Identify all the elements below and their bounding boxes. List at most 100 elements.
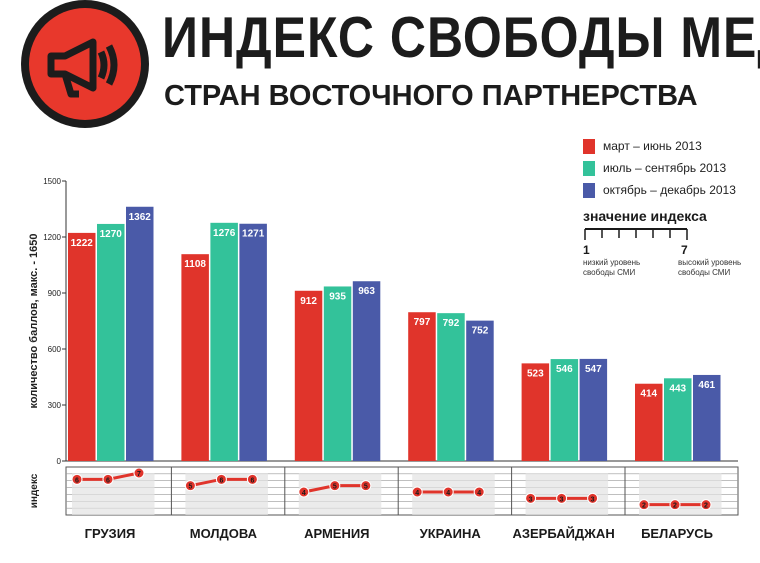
bar-value-label: 547 <box>585 364 602 375</box>
category-label: ГРУЗИЯ <box>85 526 136 541</box>
y-tick-label: 600 <box>48 345 62 354</box>
bar <box>181 254 209 461</box>
bar <box>294 290 323 461</box>
index-marker-label: 4 <box>302 490 306 497</box>
bar <box>437 313 465 461</box>
index-marker-label: 2 <box>704 503 708 510</box>
y-tick-label: 900 <box>48 289 62 298</box>
page-title: ИНДЕКС СВОБОДЫ МЕДИА <box>162 5 760 70</box>
bar-value-label: 1108 <box>184 259 206 270</box>
index-marker <box>525 492 537 504</box>
index-marker-label: 5 <box>333 484 337 491</box>
index-marker-label: 5 <box>364 484 368 491</box>
bar-value-label: 792 <box>443 318 460 329</box>
bar <box>126 206 154 461</box>
legend-item: июль – сентябрь 2013 <box>583 157 736 179</box>
index-marker <box>71 473 83 485</box>
index-scale-low-line2: свободы СМИ <box>583 268 636 277</box>
legend-swatch <box>583 138 595 154</box>
bar <box>521 363 550 461</box>
bar-value-label: 1276 <box>213 228 236 239</box>
bar-value-label: 414 <box>640 389 657 400</box>
bar <box>323 286 352 461</box>
category-label: АРМЕНИЯ <box>304 526 369 541</box>
index-marker <box>669 499 681 511</box>
legend-swatch <box>583 182 595 198</box>
bar-value-label: 1362 <box>129 212 152 223</box>
bar-value-label: 963 <box>358 286 375 297</box>
bar-value-label: 752 <box>472 326 489 337</box>
index-scale-title: значение индекса <box>583 208 707 224</box>
bar <box>693 374 721 461</box>
legend-label: июль – сентябрь 2013 <box>603 161 727 175</box>
index-marker <box>556 492 568 504</box>
bar <box>664 378 692 461</box>
y-axis-label: количество баллов, макс. - 1650 <box>28 233 40 408</box>
legend-label: октябрь – декабрь 2013 <box>603 183 736 197</box>
index-marker <box>246 473 258 485</box>
y-tick-label: 0 <box>57 457 62 466</box>
index-scale-max: 7 <box>681 243 688 257</box>
bar <box>210 222 238 461</box>
index-marker-label: 6 <box>219 477 223 484</box>
index-marker <box>700 499 712 511</box>
index-marker <box>215 473 227 485</box>
index-scale-low-label: низкий уровень свободы СМИ <box>583 258 640 278</box>
bar-value-label: 523 <box>527 368 544 379</box>
category-label: АЗЕРБАЙДЖАН <box>512 526 614 541</box>
bar-value-label: 797 <box>414 317 431 328</box>
bar <box>579 358 608 461</box>
bar <box>550 359 579 461</box>
index-marker <box>473 486 485 498</box>
bar <box>352 281 381 461</box>
index-marker-label: 4 <box>415 490 419 497</box>
category-label: УКРАИНА <box>420 526 482 541</box>
logo-red-circle <box>29 8 141 120</box>
legend-item: октябрь – декабрь 2013 <box>583 179 736 201</box>
megaphone-icon <box>47 38 118 98</box>
index-marker <box>360 480 372 492</box>
index-group-bg <box>298 473 382 515</box>
index-scale-ruler <box>584 228 688 240</box>
index-marker <box>587 492 599 504</box>
index-marker-label: 2 <box>642 503 646 510</box>
index-marker <box>411 486 423 498</box>
bar-value-label: 935 <box>329 291 346 302</box>
index-marker-label: 5 <box>188 484 192 491</box>
bar-value-label: 443 <box>669 383 686 394</box>
category-label: БЕЛАРУСЬ <box>641 526 713 541</box>
index-marker-label: 3 <box>560 496 564 503</box>
index-scale-high-line1: высокий уровень <box>678 258 742 267</box>
bar-value-label: 546 <box>556 364 573 375</box>
bar <box>466 320 494 461</box>
index-marker-label: 6 <box>106 477 110 484</box>
index-marker <box>102 473 114 485</box>
legend-label: март – июнь 2013 <box>603 139 702 153</box>
bar-value-label: 461 <box>698 380 715 391</box>
y-tick-label: 1200 <box>43 233 61 242</box>
index-marker-label: 4 <box>477 490 481 497</box>
index-marker-label: 6 <box>75 477 79 484</box>
index-scale-min: 1 <box>583 243 590 257</box>
index-marker-label: 2 <box>673 503 677 510</box>
index-panel <box>65 466 739 516</box>
index-axis-label: индекс <box>29 473 40 508</box>
bar <box>635 383 663 461</box>
bar-value-label: 1270 <box>100 229 123 240</box>
index-marker <box>638 499 650 511</box>
bar <box>239 223 267 461</box>
category-label: МОЛДОВА <box>190 526 258 541</box>
index-marker-label: 3 <box>591 496 595 503</box>
legend: март – июнь 2013 июль – сентябрь 2013 ок… <box>583 135 736 201</box>
bar-value-label: 912 <box>300 296 317 307</box>
index-scale-low-line1: низкий уровень <box>583 258 641 267</box>
index-marker <box>442 486 454 498</box>
index-marker-label: 4 <box>446 490 450 497</box>
index-marker <box>298 486 310 498</box>
page-subtitle: СТРАН ВОСТОЧНОГО ПАРТНЕРСТВА <box>164 80 698 112</box>
bar <box>97 223 125 461</box>
index-marker <box>133 467 145 479</box>
index-marker-label: 3 <box>529 496 533 503</box>
y-tick-label: 300 <box>48 401 62 410</box>
